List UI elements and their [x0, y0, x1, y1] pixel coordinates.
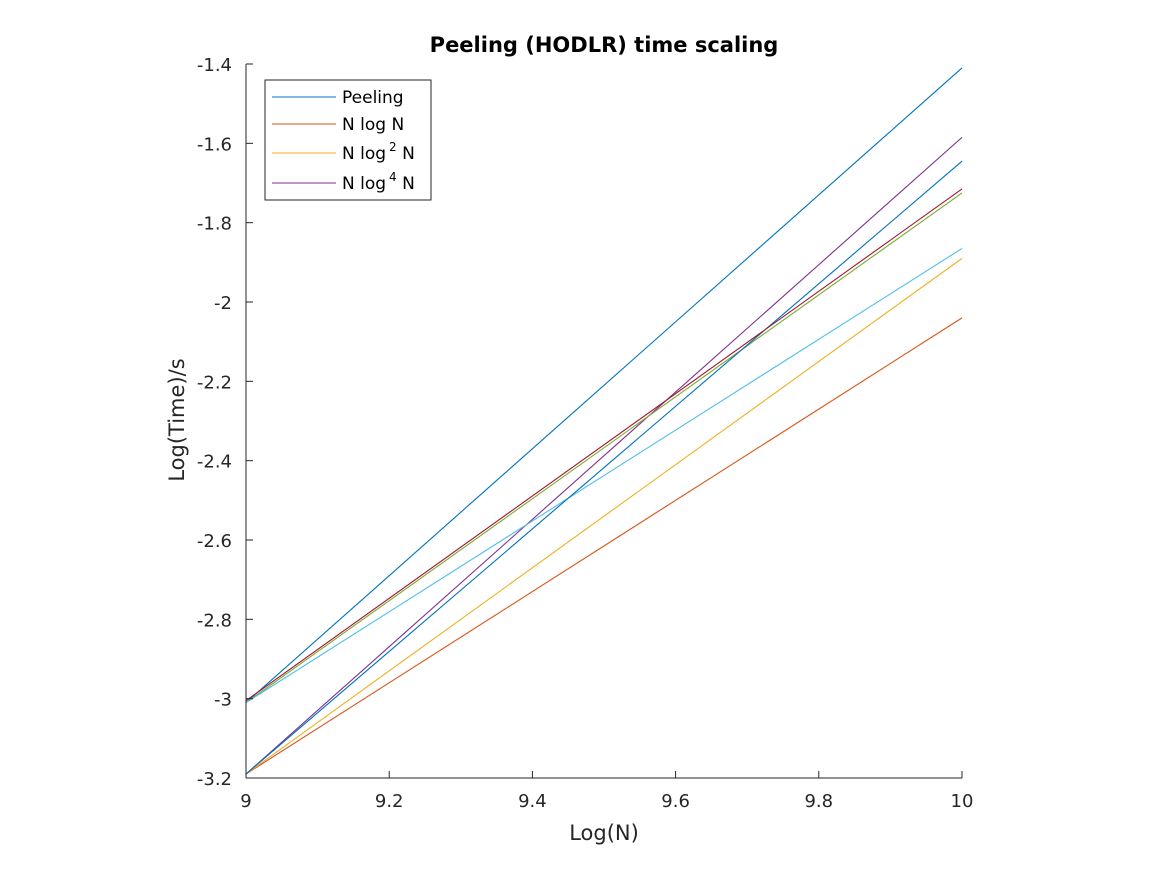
series-line-4 — [245, 136, 963, 775]
y-tick-label: -2.8 — [197, 610, 232, 631]
y-axis-label: Log(Time)/s — [165, 358, 189, 481]
chart-title: Peeling (HODLR) time scaling — [430, 33, 779, 57]
x-tick-label: 9.4 — [518, 791, 547, 812]
y-tick-label: -1.4 — [197, 55, 232, 76]
series-line-8 — [245, 188, 963, 702]
y-tick-label: -1.8 — [197, 214, 232, 235]
series-layer — [245, 67, 963, 775]
y-tick-label: -2 — [214, 293, 232, 314]
series-line-2 — [245, 317, 963, 775]
y-tick-label: -3.2 — [197, 769, 232, 790]
x-tick-label: 10 — [951, 791, 974, 812]
y-tick-label: -2.6 — [197, 531, 232, 552]
x-axis-label: Log(N) — [569, 821, 639, 845]
legend-entry-label: N log 2 N — [342, 140, 415, 164]
series-line-6 — [245, 247, 963, 704]
legend-entry-label: N log N — [342, 115, 404, 135]
y-tick-label: -1.6 — [197, 134, 232, 155]
y-tick-label: -2.4 — [197, 452, 232, 473]
y-tick-label: -3 — [214, 690, 232, 711]
series-line-5 — [245, 192, 963, 704]
series-line-1 — [245, 67, 963, 704]
legend: Peeling N log N N log 2 N N log 4 N — [264, 79, 432, 201]
series-line-7 — [245, 160, 963, 775]
x-tick-label: 9 — [240, 791, 251, 812]
legend-entry-label: N log 4 N — [342, 170, 415, 194]
series-line-3 — [245, 257, 963, 775]
x-tick-label: 9.6 — [661, 791, 690, 812]
legend-box — [264, 79, 432, 201]
x-tick-label: 9.8 — [804, 791, 833, 812]
axes-layer: 9 9.2 9.4 9.6 9.8 10 -3.2 -3 -2.8 -2.6 -2.4 -2.2 -2 -… — [197, 55, 974, 812]
legend-entry-label: Peeling — [342, 88, 404, 108]
y-tick-label: -2.2 — [197, 372, 232, 393]
x-tick-label: 9.2 — [375, 791, 404, 812]
